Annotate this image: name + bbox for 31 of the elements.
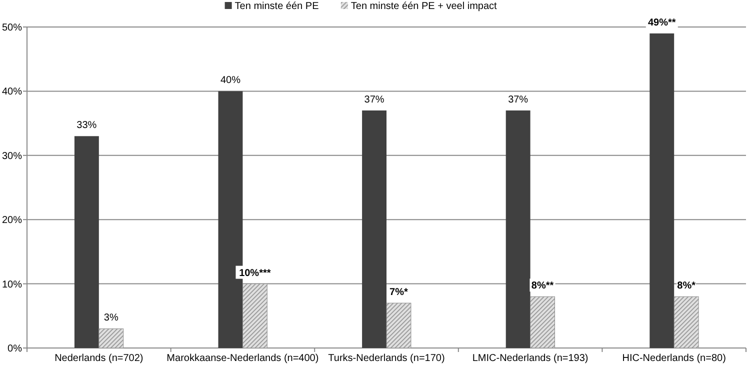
bar [674,296,699,348]
data-label: 33% [76,120,97,132]
data-label: 37% [508,94,528,106]
x-tick-label: Nederlands (n=702) [54,353,144,364]
data-label: 37% [364,94,384,106]
legend-label: Ten minste één PE [234,1,320,12]
data-label: 10%*** [239,268,271,279]
bar [506,110,530,348]
y-tick-label: 0% [8,344,22,354]
y-tick-label: 20% [2,215,22,226]
y-tick-label: 40% [2,86,22,98]
x-tick-label: LMIC-Nederlands (n=193) [472,353,588,364]
bar [530,296,555,348]
data-label: 8%* [677,280,696,292]
y-tick-label: 50% [2,22,22,34]
bar [74,136,99,348]
data-label: 3% [104,312,118,324]
data-label: 8%** [531,280,554,292]
bar [362,110,386,348]
x-tick-label: Turks-Nederlands (n=170) [328,353,445,364]
bar [386,302,412,348]
y-tick-label: 30% [2,150,22,162]
bar [98,328,124,348]
bar [650,33,674,348]
y-tick-label: 10% [2,279,22,290]
x-tick-label: Marokkaanse-Nederlands (n=400) [166,353,319,364]
x-tick-label: HIC-Nederlands (n=80) [622,353,726,364]
data-label: 40% [220,75,241,86]
data-label: 49%** [648,17,676,28]
data-label: 7%* [390,287,408,298]
legend-label: Ten minste één PE + veel impact [350,1,498,12]
